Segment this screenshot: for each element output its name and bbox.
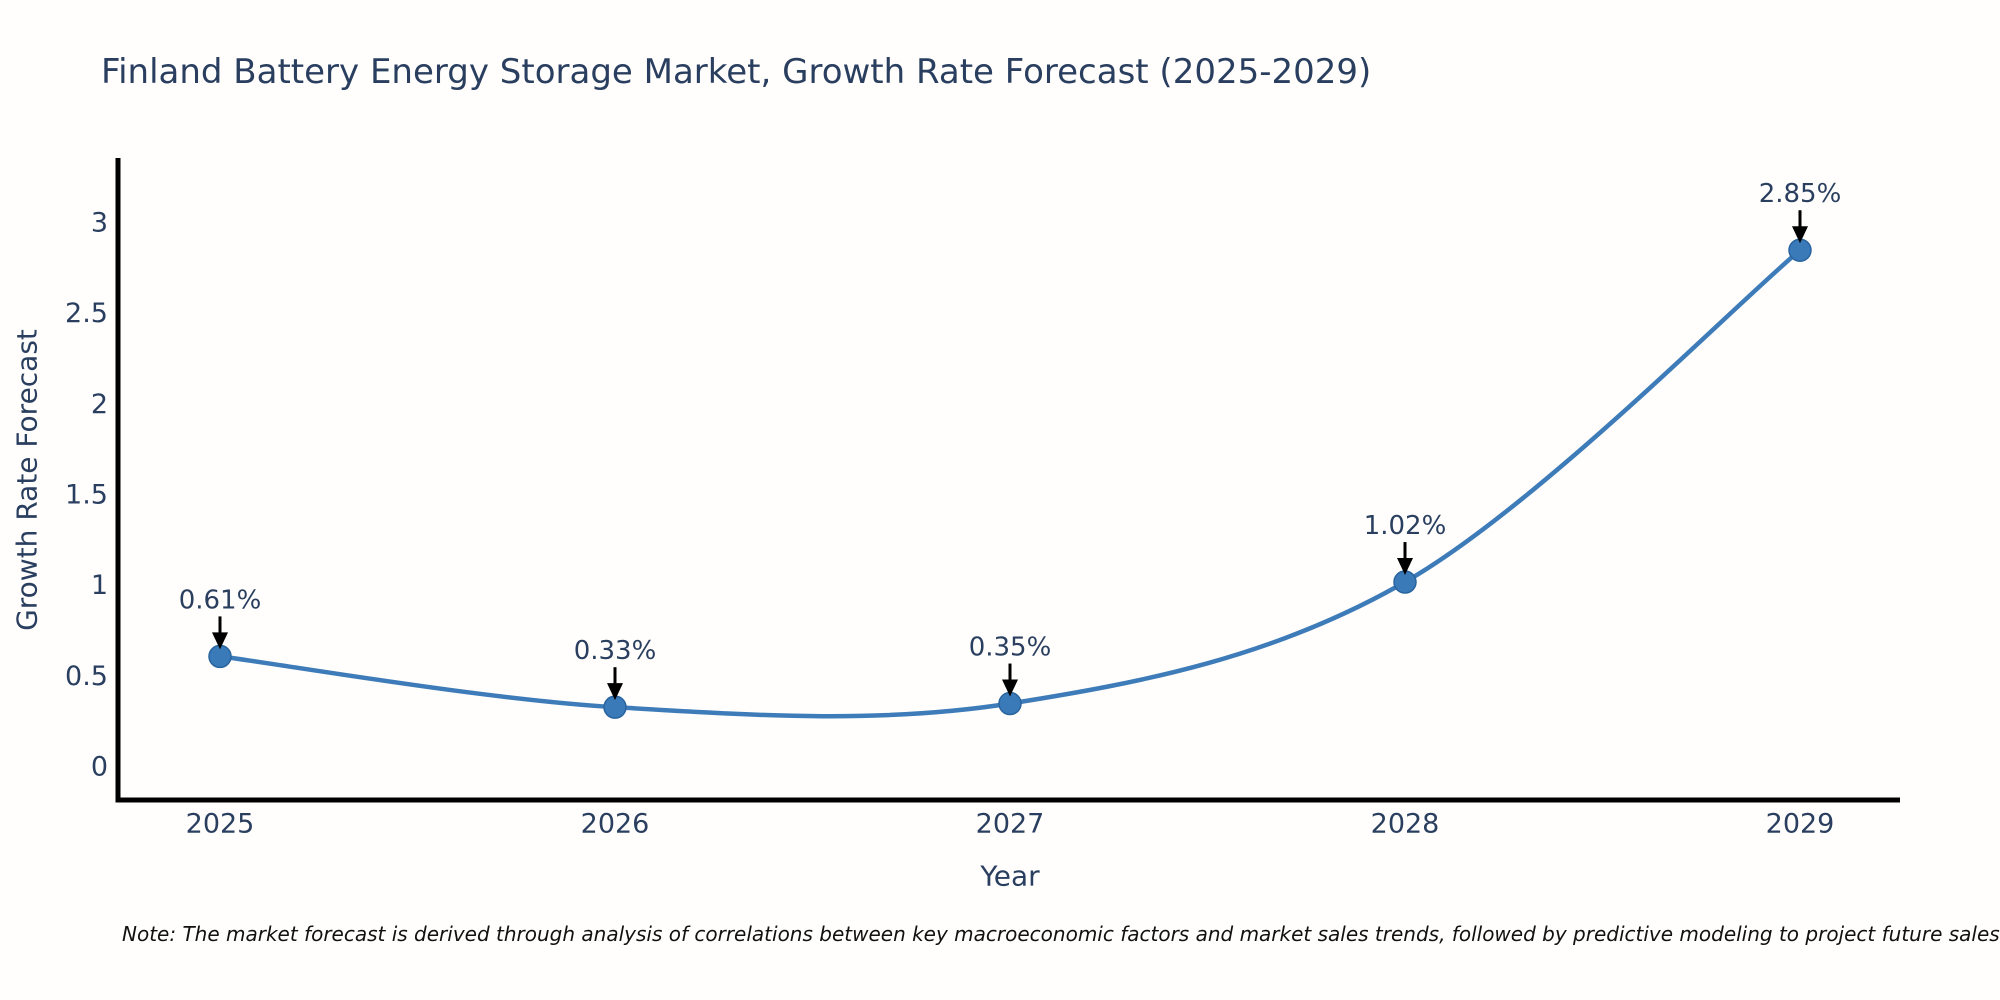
footnote: Note: The market forecast is derived thr…: [122, 922, 2000, 946]
chart-title: Finland Battery Energy Storage Market, G…: [101, 52, 1372, 92]
plot-line: [217, 247, 1803, 719]
y-tick-label: 3: [91, 208, 108, 239]
x-tick-label: 2026: [581, 809, 650, 840]
x-tick-label: 2027: [976, 809, 1045, 840]
x-tick-label: 2025: [186, 809, 255, 840]
annotation-arrowhead: [1792, 226, 1808, 244]
point-annotation-label: 1.02%: [1364, 511, 1447, 541]
annotation-arrowhead: [607, 683, 623, 701]
y-tick-label: 2.5: [65, 298, 108, 329]
y-tick-label: 1.5: [65, 480, 108, 511]
y-tick-label: 0: [91, 752, 108, 783]
point-annotation-label: 0.35%: [969, 633, 1052, 663]
y-tick-label: 1: [91, 570, 108, 601]
annotation-arrowhead: [1397, 558, 1413, 576]
annotation-arrowhead: [1002, 679, 1018, 697]
annotation-arrowhead: [212, 632, 228, 650]
x-tick-label: 2028: [1371, 809, 1440, 840]
point-annotation-label: 0.33%: [574, 636, 657, 666]
x-tick-label: 2029: [1766, 809, 1835, 840]
y-tick-label: 2: [91, 389, 108, 420]
x-axis-title: Year: [980, 859, 1040, 893]
point-annotation-label: 2.85%: [1759, 179, 1842, 209]
point-annotation-label: 0.61%: [179, 585, 262, 615]
y-tick-label: 0.5: [65, 661, 108, 692]
